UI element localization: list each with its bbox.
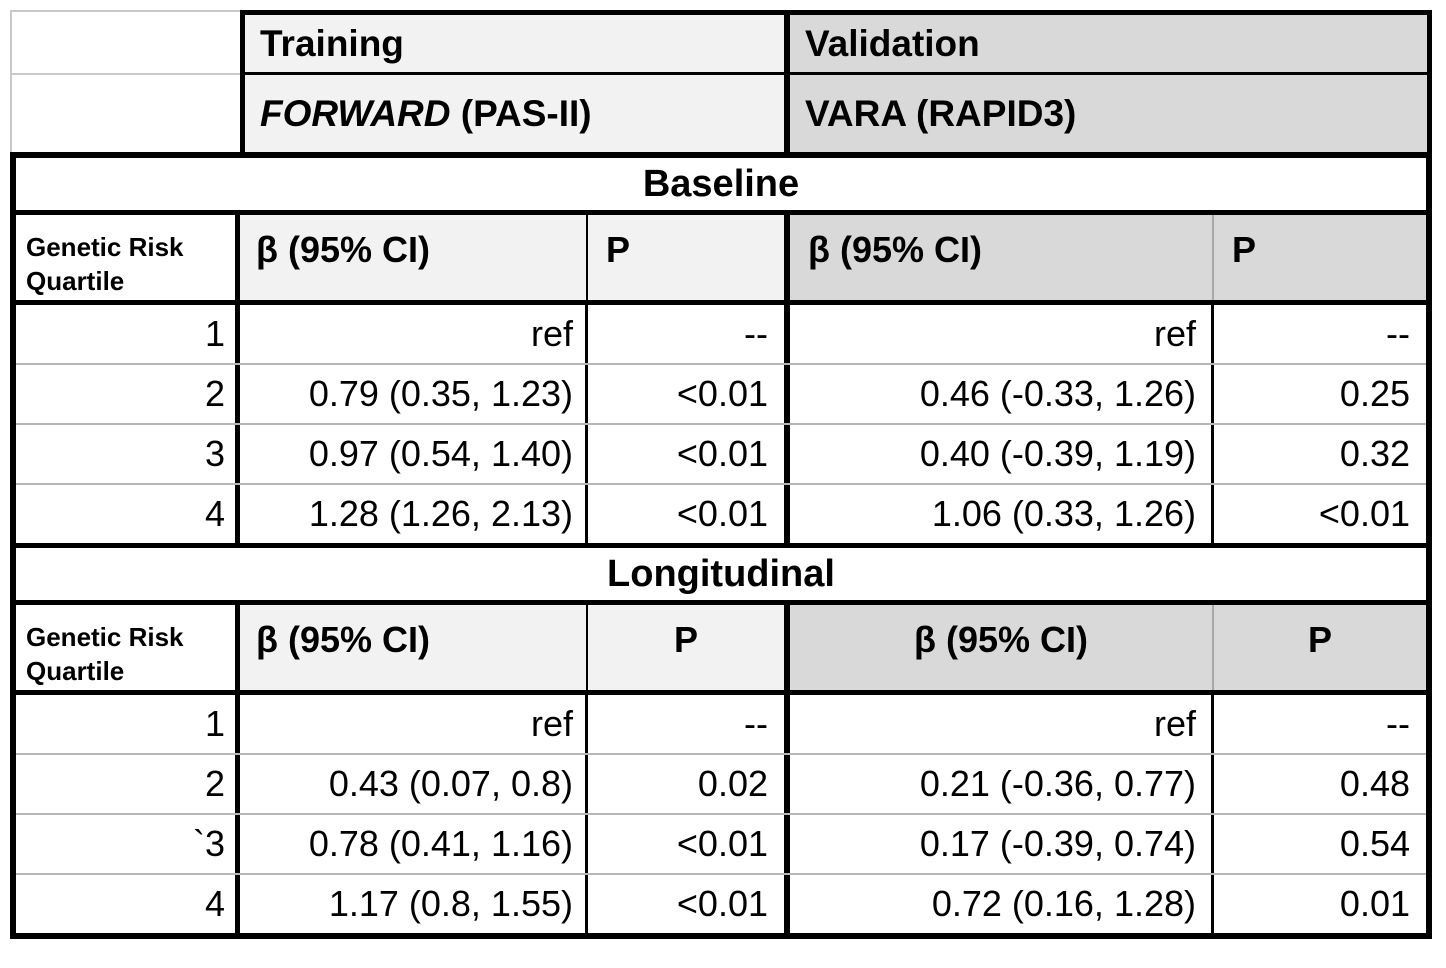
baseline-section: Baseline Genetic Risk Quartile β (95% CI… xyxy=(16,158,1426,548)
longitudinal-q3-validation-beta: 0.17 (-0.39, 0.74) xyxy=(790,815,1214,873)
longitudinal-q2-training-p: 0.02 xyxy=(588,755,790,813)
table-row: 1 ref -- ref -- xyxy=(16,305,1426,365)
baseline-q4-quartile: 4 xyxy=(16,485,240,543)
table-row: 2 0.43 (0.07, 0.8) 0.02 0.21 (-0.36, 0.7… xyxy=(16,755,1426,815)
table-row: 1 ref -- ref -- xyxy=(16,695,1426,755)
cohort-type-row: Training Validation xyxy=(10,10,1432,75)
longitudinal-validation-p-header: P xyxy=(1214,605,1426,690)
baseline-section-title: Baseline xyxy=(16,158,1426,215)
table-row: 2 0.79 (0.35, 1.23) <0.01 0.46 (-0.33, 1… xyxy=(16,365,1426,425)
longitudinal-q4-quartile: 4 xyxy=(16,875,240,933)
longitudinal-section: Longitudinal Genetic Risk Quartile β (95… xyxy=(16,548,1426,933)
training-cohort-name: FORWARD (PAS-II) xyxy=(260,93,592,135)
baseline-q4-validation-beta: 1.06 (0.33, 1.26) xyxy=(790,485,1214,543)
longitudinal-q1-training-beta: ref xyxy=(240,695,588,753)
validation-header-cell: Validation xyxy=(790,10,1432,75)
longitudinal-row-header: Genetic Risk Quartile xyxy=(16,605,240,690)
baseline-q3-training-p: <0.01 xyxy=(588,425,790,483)
baseline-row-header: Genetic Risk Quartile xyxy=(16,215,240,300)
validation-cohort-name: VARA (RAPID3) xyxy=(805,92,1077,134)
table-row: 3 0.97 (0.54, 1.40) <0.01 0.40 (-0.39, 1… xyxy=(16,425,1426,485)
baseline-q1-validation-p: -- xyxy=(1214,305,1426,363)
baseline-q4-training-beta: 1.28 (1.26, 2.13) xyxy=(240,485,588,543)
longitudinal-validation-beta-header: β (95% CI) xyxy=(790,605,1214,690)
longitudinal-q3-training-p: <0.01 xyxy=(588,815,790,873)
table-row: `3 0.78 (0.41, 1.16) <0.01 0.17 (-0.39, … xyxy=(16,815,1426,875)
longitudinal-q2-validation-p: 0.48 xyxy=(1214,755,1426,813)
results-table-figure: Training Validation FORWARD (PAS-II) VAR… xyxy=(10,10,1432,939)
validation-label: Validation xyxy=(805,22,980,64)
table-row: 4 1.28 (1.26, 2.13) <0.01 1.06 (0.33, 1.… xyxy=(16,485,1426,543)
longitudinal-column-header-row: Genetic Risk Quartile β (95% CI) P β (95… xyxy=(16,605,1426,695)
baseline-q1-quartile: 1 xyxy=(16,305,240,363)
longitudinal-q3-training-beta: 0.78 (0.41, 1.16) xyxy=(240,815,588,873)
validation-cohort-cell: VARA (RAPID3) xyxy=(790,75,1432,152)
table-row: 4 1.17 (0.8, 1.55) <0.01 0.72 (0.16, 1.2… xyxy=(16,875,1426,933)
training-measure: (PAS-II) xyxy=(450,92,592,134)
baseline-q3-quartile: 3 xyxy=(16,425,240,483)
baseline-q1-training-p: -- xyxy=(588,305,790,363)
longitudinal-q1-training-p: -- xyxy=(588,695,790,753)
genetic-risk-table: Baseline Genetic Risk Quartile β (95% CI… xyxy=(10,152,1432,939)
longitudinal-section-title: Longitudinal xyxy=(16,548,1426,605)
longitudinal-training-beta-header: β (95% CI) xyxy=(240,605,588,690)
baseline-training-beta-header: β (95% CI) xyxy=(240,215,588,300)
longitudinal-q2-training-beta: 0.43 (0.07, 0.8) xyxy=(240,755,588,813)
training-label: Training xyxy=(260,22,404,64)
longitudinal-q1-validation-p: -- xyxy=(1214,695,1426,753)
baseline-q2-quartile: 2 xyxy=(16,365,240,423)
baseline-q2-training-beta: 0.79 (0.35, 1.23) xyxy=(240,365,588,423)
forward-cohort-italic: FORWARD xyxy=(260,92,451,134)
baseline-q1-training-beta: ref xyxy=(240,305,588,363)
longitudinal-q1-validation-beta: ref xyxy=(790,695,1214,753)
cohort-name-row: FORWARD (PAS-II) VARA (RAPID3) xyxy=(10,75,1432,152)
baseline-q3-validation-p: 0.32 xyxy=(1214,425,1426,483)
baseline-q4-training-p: <0.01 xyxy=(588,485,790,543)
longitudinal-q1-quartile: 1 xyxy=(16,695,240,753)
training-cohort-cell: FORWARD (PAS-II) xyxy=(240,75,790,152)
baseline-q2-validation-p: 0.25 xyxy=(1214,365,1426,423)
longitudinal-training-p-header: P xyxy=(588,605,790,690)
longitudinal-q2-validation-beta: 0.21 (-0.36, 0.77) xyxy=(790,755,1214,813)
baseline-validation-beta-header: β (95% CI) xyxy=(790,215,1214,300)
baseline-q4-validation-p: <0.01 xyxy=(1214,485,1426,543)
baseline-q3-training-beta: 0.97 (0.54, 1.40) xyxy=(240,425,588,483)
baseline-q1-validation-beta: ref xyxy=(790,305,1214,363)
longitudinal-q4-training-beta: 1.17 (0.8, 1.55) xyxy=(240,875,588,933)
baseline-column-header-row: Genetic Risk Quartile β (95% CI) P β (95… xyxy=(16,215,1426,305)
longitudinal-q2-quartile: 2 xyxy=(16,755,240,813)
baseline-q3-validation-beta: 0.40 (-0.39, 1.19) xyxy=(790,425,1214,483)
empty-corner-cell xyxy=(10,75,240,152)
longitudinal-q4-validation-p: 0.01 xyxy=(1214,875,1426,933)
training-header-cell: Training xyxy=(240,10,790,75)
longitudinal-q3-validation-p: 0.54 xyxy=(1214,815,1426,873)
baseline-training-p-header: P xyxy=(588,215,790,300)
baseline-validation-p-header: P xyxy=(1214,215,1426,300)
longitudinal-q4-validation-beta: 0.72 (0.16, 1.28) xyxy=(790,875,1214,933)
empty-corner-cell xyxy=(10,10,240,75)
baseline-q2-training-p: <0.01 xyxy=(588,365,790,423)
baseline-q2-validation-beta: 0.46 (-0.33, 1.26) xyxy=(790,365,1214,423)
longitudinal-q4-training-p: <0.01 xyxy=(588,875,790,933)
longitudinal-q3-quartile: `3 xyxy=(16,815,240,873)
